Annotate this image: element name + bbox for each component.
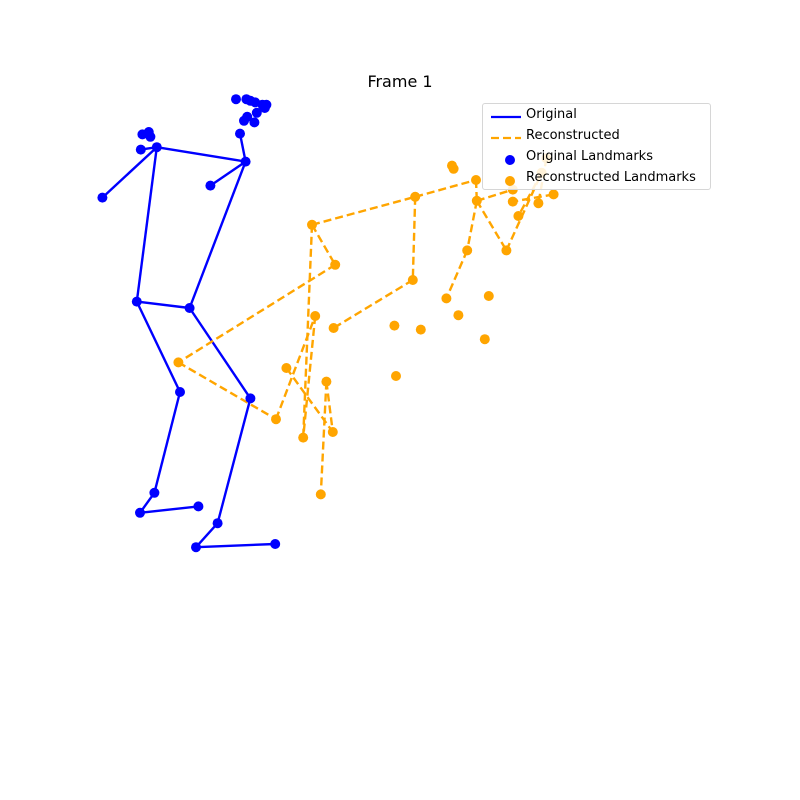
reconstructed-edge-9 [310,224,337,266]
reconstructed-edge-16 [302,224,314,438]
original-landmark-18 [97,192,108,203]
original-landmark-28 [191,542,201,553]
reconstructed-landmark-23 [415,324,426,335]
reconstructed-edge-6 [517,172,543,217]
chart-title: Frame 1 [367,72,433,91]
original-landmark-10 [249,117,260,128]
legend-item-original-landmarks: Original Landmarks [483,148,710,168]
reconstructed-landmark-31 [298,432,309,443]
reconstructed-landmark-28 [321,376,332,387]
legend-item-reconstructed: Reconstructed [483,127,710,147]
reconstructed-landmark-20 [310,311,321,321]
original-landmark-6 [259,103,270,113]
reconstructed-edge-17 [466,200,478,251]
reconstructed-edge-18 [445,249,469,299]
original-edge-13 [216,398,252,524]
reconstructed-edge-3 [476,188,514,202]
original-edge-15 [195,542,276,549]
reconstructed-edge-20 [319,381,328,495]
original-landmark-14 [145,131,156,142]
reconstructed-landmark-14 [462,245,473,256]
original-landmark-20 [131,296,142,307]
reconstructed-landmark-10 [471,195,482,206]
reconstructed-landmark-25 [173,357,184,368]
original-edge-3 [209,160,247,187]
reconstructed-landmark-12 [307,219,317,230]
legend-label: Reconstructed [526,128,620,143]
legend-label: Original Landmarks [526,149,653,164]
original-landmark-11 [235,128,245,139]
original-landmark-25 [135,507,145,518]
legend-label: Reconstructed Landmarks [526,170,696,185]
original-landmark-0 [231,94,241,105]
original-landmark-16 [151,142,162,153]
original-landmark-29 [270,539,281,549]
original-edge-0 [156,146,246,163]
original-landmark-15 [135,144,146,155]
original-edge-7 [136,300,190,310]
legend-item-reconstructed-landmarks: Reconstructed Landmarks [483,169,710,189]
original-landmark-13 [137,129,148,140]
reconstructed-landmark-30 [327,427,338,437]
reconstructed-landmark-15 [501,245,512,256]
reconstructed-edge-11 [411,196,417,281]
reconstructed-landmark-19 [453,310,464,321]
original-landmark-24 [149,487,160,498]
legend-blue-marker-icon [505,155,515,165]
reconstructed-landmark-17 [441,293,452,304]
reconstructed-landmark-13 [330,259,341,270]
original-landmark-17 [240,156,251,167]
reconstructed-landmark-18 [483,291,494,301]
reconstructed-edge-0 [311,195,416,226]
reconstructed-edge-5 [505,172,543,251]
legend-dashed-line-icon [491,136,521,140]
reconstructed-landmark-32 [315,489,326,500]
reconstructed-landmark-7 [533,198,544,209]
legend-label: Original [526,107,577,122]
reconstructed-edge-1 [414,178,477,198]
reconstructed-landmark-9 [513,211,524,221]
original-edge-12 [139,505,199,514]
reconstructed-landmark-21 [328,323,339,333]
legend-orange-marker-icon [505,176,515,186]
reconstructed-edge-8 [512,193,554,203]
original-edge-9 [188,307,252,400]
reconstructed-landmark-1 [448,163,459,174]
original-edge-5 [135,147,158,302]
reconstructed-edge-21 [325,381,334,433]
reconstructed-landmark-24 [479,334,490,345]
reconstructed-landmark-16 [407,275,418,285]
reconstructed-edge-4 [475,200,508,252]
reconstructed-landmark-27 [391,371,401,381]
original-edge-8 [135,301,182,393]
reconstructed-landmark-22 [389,320,400,331]
legend-solid-line-icon [491,115,521,119]
reconstructed-landmark-26 [281,363,292,373]
original-landmark-9 [239,115,249,126]
original-edge-2 [101,146,158,199]
original-landmark-19 [205,180,216,191]
original-landmark-22 [175,387,185,397]
reconstructed-landmark-29 [271,414,281,425]
reconstructed-landmark-8 [548,189,559,200]
reconstructed-landmark-2 [471,175,481,185]
reconstructed-landmark-6 [507,196,518,207]
legend-item-original: Original [483,106,710,126]
reconstructed-landmark-11 [410,191,421,202]
reconstructed-edge-10 [177,263,336,364]
original-landmark-21 [184,303,195,313]
original-edge-6 [188,161,247,309]
original-landmark-27 [212,518,223,529]
reconstructed-edge-12 [332,278,414,330]
original-landmark-23 [245,393,256,404]
reconstructed-edge-13 [177,361,277,421]
original-edge-14 [195,522,219,549]
original-landmark-7 [251,107,262,118]
original-edge-10 [153,391,182,494]
legend: Original Reconstructed Original Landmark… [482,103,711,190]
original-landmark-26 [193,501,204,512]
